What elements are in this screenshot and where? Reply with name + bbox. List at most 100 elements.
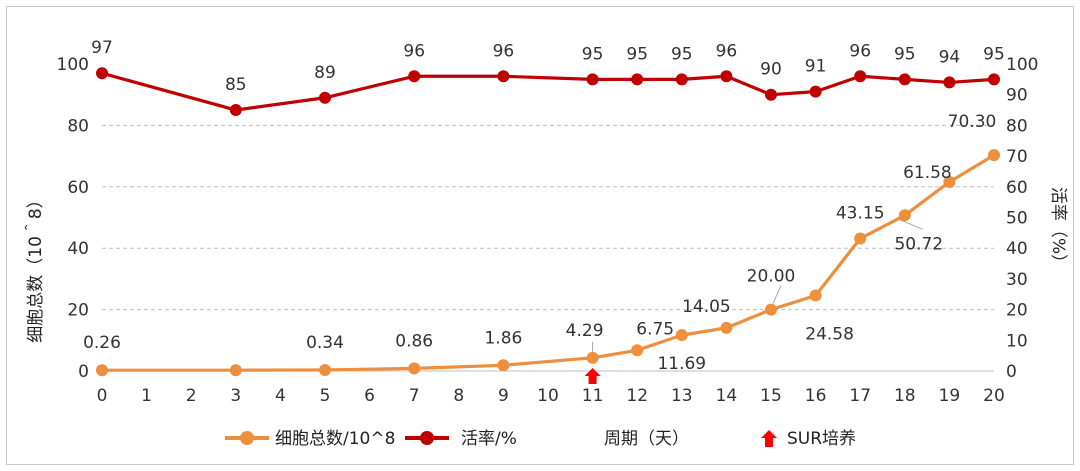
cell-count-point <box>229 364 242 377</box>
x-tick-label: 11 <box>582 386 604 406</box>
cell-count-line <box>102 153 995 372</box>
x-tick-label: 3 <box>230 386 241 406</box>
y-right-tick-label: 80 <box>1006 116 1028 136</box>
viability-data-label: 89 <box>314 63 336 83</box>
leader-line <box>772 285 782 304</box>
y-right-tick-label: 0 <box>1006 362 1017 382</box>
viability-point <box>631 73 644 86</box>
y-right-tick-label: 30 <box>1006 270 1028 290</box>
y-left-tick-label: 100 <box>57 55 89 75</box>
x-tick-label: 0 <box>97 386 108 406</box>
x-tick-label: 9 <box>498 386 509 406</box>
x-tick-label: 16 <box>805 386 827 406</box>
viability-point <box>943 76 956 89</box>
x-tick-label: 2 <box>186 386 197 406</box>
x-tick-label: 4 <box>275 386 286 406</box>
viability-data-label: 85 <box>225 75 247 95</box>
chart-frame: 0 20 40 60 80 100 0 10 20 30 40 50 60 70 80 90 100 0 1 2 3 4 5… <box>6 6 1074 465</box>
viability-point <box>720 70 733 83</box>
y-axis-label-right: 活率（%） <box>1048 187 1068 271</box>
cell-count-point <box>765 303 777 316</box>
y-left-tick-label: 40 <box>67 239 89 259</box>
y-axis-label-left: 细胞总数（10＾8） <box>24 191 46 342</box>
legend-label-cell-count: 细胞总数/10^8 <box>275 429 395 449</box>
viability-point <box>586 73 599 86</box>
cell-count-point <box>319 363 331 376</box>
sur-arrow-icon <box>584 368 601 384</box>
legend-label-sur: SUR培养 <box>787 429 856 449</box>
x-tick-label: 15 <box>760 386 782 406</box>
cell-count-data-label: 0.34 <box>306 333 344 353</box>
viability-data-label: 95 <box>894 44 916 64</box>
viability-point <box>765 88 777 101</box>
y-left-tick-label: 60 <box>67 178 89 198</box>
cell-count-data-label: 43.15 <box>836 204 885 224</box>
viability-point <box>408 70 421 83</box>
cell-count-data-label: 1.86 <box>484 328 522 348</box>
y-right-tick-label: 70 <box>1006 147 1028 167</box>
viability-point <box>898 73 911 86</box>
viability-data-label: 95 <box>983 44 1005 64</box>
gridlines <box>102 124 994 311</box>
x-tick-label: 1 <box>141 386 152 406</box>
cell-count-data-label: 4.29 <box>566 321 604 341</box>
viability-data-label: 94 <box>939 47 961 67</box>
viability-point <box>675 73 688 86</box>
viability-point <box>96 67 108 80</box>
viability-data-label: 91 <box>805 57 827 77</box>
y-right-tick-label: 10 <box>1006 331 1028 351</box>
viability-data-label: 96 <box>849 41 871 61</box>
viability-data-label: 96 <box>403 41 425 61</box>
y-right-tick-label: 40 <box>1006 239 1028 259</box>
y-right-tick-label: 20 <box>1006 301 1028 321</box>
x-tick-label: 20 <box>983 386 1005 406</box>
viability-data-label: 97 <box>91 38 113 58</box>
viability-data-label: 90 <box>760 60 782 80</box>
viability-point <box>988 73 1000 86</box>
y-left-tick-label: 20 <box>67 301 89 321</box>
viability-point <box>229 104 242 117</box>
viability-data-label: 96 <box>716 41 738 61</box>
viability-point <box>319 91 331 104</box>
y-right-tick-label: 60 <box>1006 178 1028 198</box>
viability-point <box>854 70 867 83</box>
cell-count-point <box>408 362 421 375</box>
x-tick-label: 19 <box>939 386 961 406</box>
cell-count-point <box>675 329 688 342</box>
data-labels: 97 85 89 96 96 95 95 95 96 90 91 96 95 94 95 0.26 0.34 0.… <box>83 38 1005 374</box>
legend-arrow-icon <box>761 430 777 447</box>
x-tick-label: 12 <box>626 386 648 406</box>
cell-count-data-label: 24.58 <box>805 325 854 345</box>
x-tick-label: 7 <box>409 386 420 406</box>
legend-swatch-cell-count-marker <box>240 431 254 445</box>
cell-count-point <box>586 351 599 364</box>
x-axis-label: 周期（天） <box>604 429 689 449</box>
annotation <box>584 368 601 384</box>
x-tick-label: 17 <box>849 386 871 406</box>
leader-line <box>898 218 923 230</box>
cell-count-point <box>497 359 510 372</box>
cell-count-point <box>720 321 733 334</box>
cell-count-point <box>898 209 911 222</box>
series-viability <box>96 67 1000 117</box>
cell-count-data-label: 0.86 <box>395 331 433 351</box>
x-tick-label: 18 <box>894 386 916 406</box>
cell-count-data-label: 11.69 <box>657 354 706 374</box>
cell-count-data-label: 0.26 <box>83 333 121 353</box>
y-right-tick-label: 90 <box>1006 86 1028 106</box>
y-right-tick-label: 50 <box>1006 209 1028 229</box>
x-tick-label: 8 <box>453 386 464 406</box>
viability-data-label: 96 <box>493 41 515 61</box>
cell-count-data-label: 50.72 <box>894 234 943 254</box>
cell-count-point <box>988 149 1000 162</box>
legend: 细胞总数/10^8 活率/% 周期（天） SUR培养 <box>225 429 856 449</box>
cell-count-data-label: 14.05 <box>682 297 731 317</box>
x-tick-label: 13 <box>671 386 693 406</box>
x-tick-label: 14 <box>716 386 738 406</box>
viability-data-label: 95 <box>626 44 648 64</box>
y-left-tick-label: 80 <box>67 116 89 136</box>
viability-data-label: 95 <box>671 44 693 64</box>
x-tick-label: 6 <box>364 386 375 406</box>
